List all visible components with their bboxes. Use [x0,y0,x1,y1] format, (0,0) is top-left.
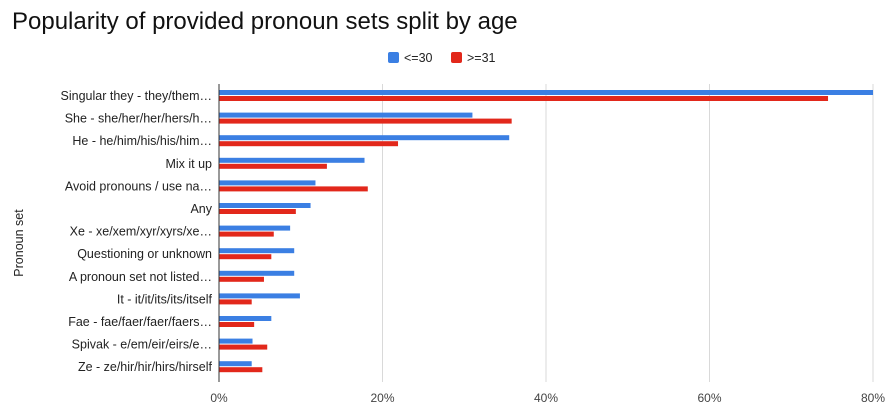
bar-over-31 [219,118,512,124]
category-label: A pronoun set not listed… [69,270,212,284]
category-label: Xe - xe/xem/xyr/xyrs/xe… [70,225,212,239]
bar-under-30 [219,248,295,254]
category-label: She - she/her/her/hers/h… [65,112,212,126]
category-label: Ze - ze/hir/hir/hirs/hirself [78,360,213,374]
category-label: Fae - fae/faer/faer/faers… [68,315,212,329]
category-label: Avoid pronouns / use na… [65,179,212,193]
bar-under-30 [219,112,473,118]
legend-label: >=31 [467,51,496,65]
bar-over-31 [219,276,264,282]
legend-swatch [451,52,462,63]
bar-under-30 [219,293,300,299]
bar-over-31 [219,231,274,237]
bar-under-30 [219,203,311,208]
bar-under-30 [219,270,295,276]
bar-over-31 [219,367,263,373]
bars [219,90,873,373]
bar-under-30 [219,135,510,141]
bar-under-30 [219,180,316,186]
bar-over-31 [219,209,296,214]
x-tick-label: 80% [861,391,885,405]
bar-over-31 [219,96,829,101]
category-labels: Singular they - they/them… She - she/her/… [61,89,213,374]
chart-title: Popularity of provided pronoun sets spli… [12,8,518,35]
bar-under-30 [219,316,272,321]
legend: <=30 >=31 [388,51,496,65]
bar-over-31 [219,344,268,350]
category-label: Any [190,202,212,216]
legend-swatch [388,52,399,63]
bar-under-30 [219,90,873,95]
gridlines [382,84,874,382]
bar-under-30 [219,157,365,163]
x-tick-label: 40% [534,391,558,405]
bar-over-31 [219,163,327,169]
bar-over-31 [219,322,255,327]
y-axis-title: Pronoun set [12,209,26,277]
bar-over-31 [219,299,252,305]
category-label: He - he/him/his/his/him… [72,134,212,148]
x-tick-label: 20% [370,391,394,405]
legend-label: <=30 [404,51,433,65]
category-label: Singular they - they/them… [61,89,212,103]
x-tick-labels: 0% 20% 40% 60% 80% [210,391,885,405]
bar-under-30 [219,338,253,344]
bar-over-31 [219,141,399,147]
bar-under-30 [219,361,252,367]
category-label: Questioning or unknown [77,247,212,261]
category-label: Mix it up [165,157,212,171]
bar-over-31 [219,186,368,192]
category-label: Spivak - e/em/eir/eirs/e… [72,338,212,352]
x-tick-label: 0% [210,391,228,405]
bar-under-30 [219,225,291,231]
x-tick-label: 60% [697,391,721,405]
category-label: It - it/it/its/its/itself [117,292,213,306]
bar-over-31 [219,254,272,260]
